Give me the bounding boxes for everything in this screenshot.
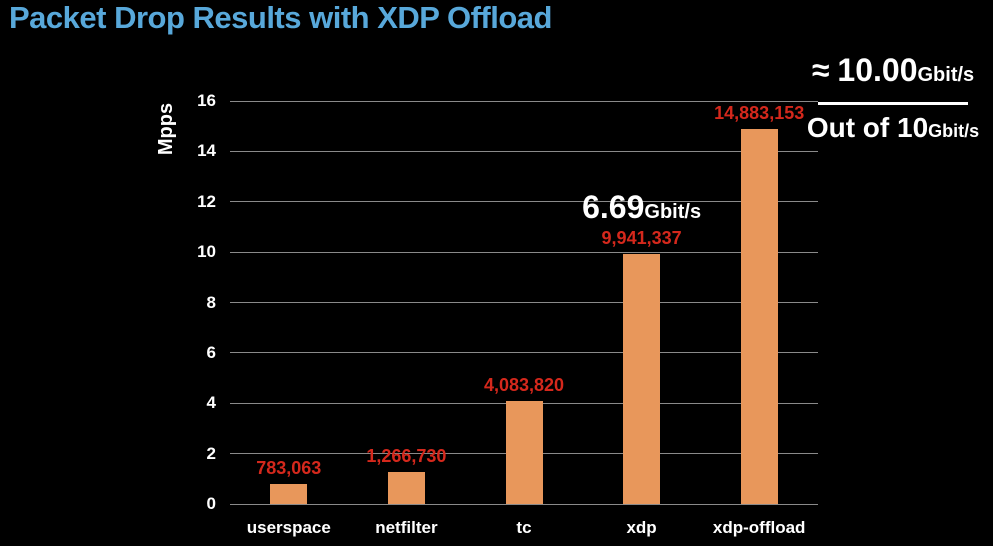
x-label-tc: tc	[516, 518, 532, 537]
gridline-12	[230, 201, 818, 203]
y-tick-2: 2	[206, 443, 216, 463]
bar-value-userspace: 783,063	[256, 458, 322, 479]
y-axis-tick-labels: 0 2 4 6 8 10 12 14 16	[168, 91, 216, 513]
numerator-value: 10.00	[837, 52, 918, 88]
bar-value-xdp: 9,941,337	[601, 227, 682, 248]
gridline-10	[230, 251, 818, 253]
xdp-throughput-value: 6.69	[582, 188, 645, 225]
bar-value-xdp-offload: 14,883,153	[714, 103, 805, 124]
x-label-xdp: xdp	[626, 518, 657, 537]
xdp-throughput-unit: Gbit/s	[644, 200, 702, 223]
fraction-numerator: ≈10.00Gbit/s	[795, 52, 991, 93]
y-tick-12: 12	[197, 191, 216, 211]
x-label-netfilter: netfilter	[375, 518, 438, 537]
xdp-throughput-annotation: 6.69Gbit/s	[582, 191, 701, 223]
bar-xdp	[623, 253, 661, 504]
bar-xdp-offload	[740, 129, 778, 504]
offload-throughput-fraction: ≈10.00Gbit/s Out of 10Gbit/s	[795, 52, 991, 147]
bar-value-tc: 4,083,820	[483, 375, 565, 396]
y-tick-0: 0	[206, 494, 216, 513]
x-label-xdp-offload: xdp-offload	[712, 518, 806, 537]
approx-symbol: ≈	[811, 52, 830, 88]
fraction-divider-line	[818, 102, 968, 105]
gridline-8	[230, 302, 818, 303]
gridline-14	[230, 150, 818, 152]
plot-area: 6.69Gbit/s 783,063 1,266,730 4,083,820 9,94…	[230, 100, 818, 505]
y-tick-6: 6	[206, 342, 216, 362]
y-tick-14: 14	[197, 141, 216, 161]
bar-tc	[505, 401, 543, 504]
bar-value-netfilter: 1,266,730	[366, 446, 447, 467]
numerator-unit: Gbit/s	[917, 64, 975, 86]
gridline-0	[230, 503, 818, 505]
y-tick-10: 10	[197, 242, 216, 262]
y-tick-4: 4	[206, 393, 216, 413]
y-tick-8: 8	[206, 292, 216, 312]
bar-userspace	[270, 484, 308, 504]
x-axis-category-labels: userspace netfilter tc xdp xdp-offload	[230, 518, 818, 538]
gridline-6	[230, 352, 818, 354]
slide-title: Packet Drop Results with XDP Offload	[9, 0, 552, 35]
gridline-16	[230, 100, 818, 102]
y-tick-16: 16	[197, 91, 216, 110]
bar-netfilter	[387, 472, 425, 504]
x-label-userspace: userspace	[246, 518, 331, 537]
fraction-denominator: Out of 10Gbit/s	[795, 112, 991, 147]
denominator-unit: Gbit/s	[928, 121, 980, 141]
denominator-text: Out of 10	[806, 112, 929, 143]
